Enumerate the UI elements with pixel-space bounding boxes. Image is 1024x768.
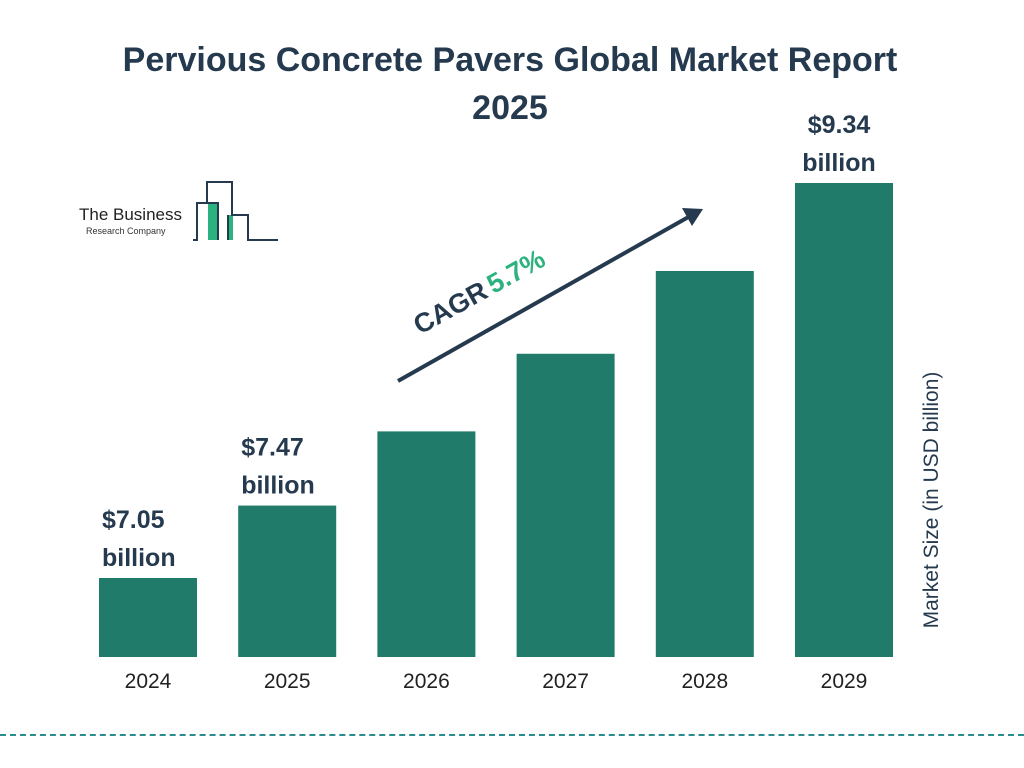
bar-2027 [516,353,615,657]
cagr-value: 5.7% [482,243,550,299]
bar-2026 [377,431,476,657]
y-axis-label: Market Size (in USD billion) [920,371,943,629]
bar-2024 [99,578,197,657]
chart-title: Pervious Concrete Pavers Global Market R… [122,41,898,127]
cagr-arrow [397,208,703,383]
x-tick-label: 2028 [681,670,728,693]
x-tick-label: 2024 [125,670,172,693]
data-label: billion [802,149,876,177]
data-label: $7.05 [102,506,165,534]
logo-line1: The Business [79,205,182,224]
logo-line2: Research Company [86,226,166,236]
data-label: billion [241,472,315,500]
bar-2029 [795,183,893,657]
logo-icon [193,181,278,241]
data-label: $9.34 [808,111,871,139]
bar-2025 [238,505,337,657]
bar-2028 [655,270,754,657]
divider [0,734,1024,736]
data-label: billion [102,544,176,572]
x-tick-label: 2026 [403,670,450,693]
x-tick-label: 2027 [542,670,589,693]
cagr-label: CAGR [408,275,492,340]
x-tick-label: 2025 [264,670,311,693]
x-tick-label: 2029 [821,670,868,693]
data-label: $7.47 [241,434,304,462]
